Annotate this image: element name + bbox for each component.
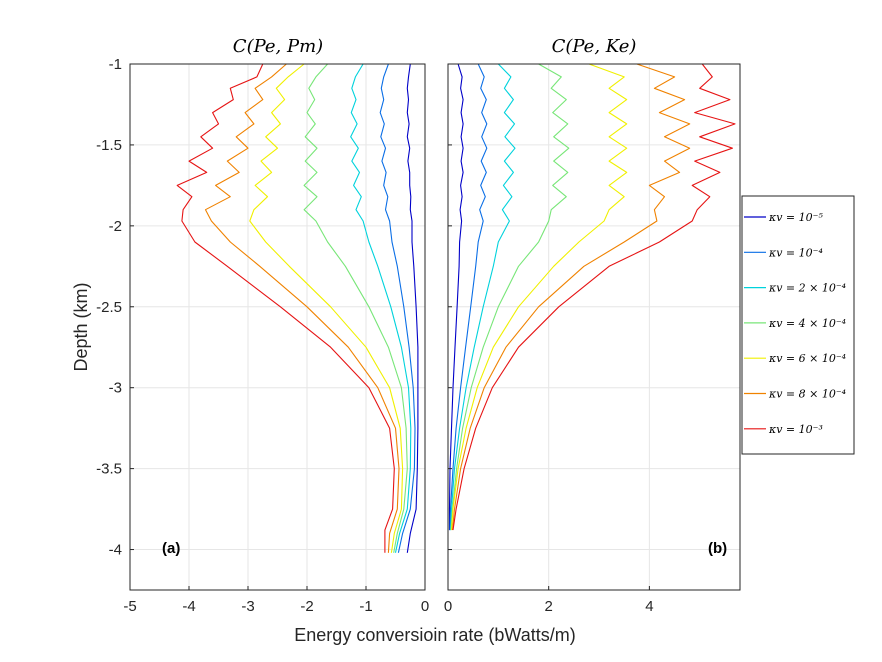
panel-a-ytick-label: -2.5 — [96, 299, 122, 316]
panel-a-series-line — [249, 63, 404, 553]
panel-b-xtick-label: 0 — [444, 598, 452, 615]
panel-a-xtick-label: 0 — [421, 598, 429, 615]
panel-a-xtick-label: -1 — [359, 598, 372, 615]
legend: κv = 10⁻⁵ κv = 10⁻⁴ κv = 2 × 10⁻⁴ κv = 4 × … — [741, 195, 855, 455]
panel-b-series-line — [449, 63, 516, 531]
panel-a-series-line — [350, 63, 412, 553]
panel-a-border — [129, 63, 426, 591]
panel-b-border — [447, 63, 741, 591]
panel-b-label: (b) — [708, 540, 727, 557]
panel-b-series — [448, 63, 736, 531]
panel-b-xtick-label: 2 — [545, 598, 553, 615]
panel-a-title: C(Pe, Pm) — [233, 36, 323, 57]
panel-b: 0 2 4 C(Pe, Ke) (b) — [444, 36, 741, 615]
panel-a-background — [130, 64, 425, 590]
panel-a-series-line — [379, 63, 416, 553]
panel-a-series-line — [303, 63, 408, 553]
panel-a-label: (a) — [162, 540, 180, 557]
panel-a-series-line — [406, 63, 419, 553]
panel-b-series-line — [452, 63, 736, 531]
legend-entry-label: κv = 2 × 10⁻⁴ — [768, 282, 846, 295]
panel-a-xtick-label: -3 — [241, 598, 254, 615]
x-axis-label: Energy conversioin rate (bWatts/m) — [294, 625, 575, 645]
legend-entry-label: κv = 10⁻³ — [768, 423, 823, 436]
panel-a-ytick-label: -2 — [109, 218, 122, 235]
panel-b-series-line — [450, 63, 570, 531]
panel-a-ytick-label: -1 — [109, 56, 122, 73]
legend-entry-label: κv = 4 × 10⁻⁴ — [768, 317, 846, 330]
panel-a-ticks: -5 -4 -3 -2 -1 0 -1 -1.5 -2 -2.5 -3 -3.5 -4 — [96, 56, 429, 615]
legend-entry-label: κv = 10⁻⁴ — [768, 246, 823, 259]
panel-a-ytick-label: -4 — [109, 542, 122, 559]
panel-b-xtick-label: 4 — [645, 598, 653, 615]
panel-b-series-line — [449, 63, 488, 531]
legend-box — [741, 195, 855, 455]
panel-a-ytick-label: -3.5 — [96, 461, 122, 478]
panel-a-series-line — [204, 63, 400, 553]
panel-a-ytick-label: -1.5 — [96, 137, 122, 154]
panel-b-series-line — [450, 63, 628, 531]
panel-a-xtick-label: -2 — [300, 598, 313, 615]
panel-a-grid — [129, 63, 426, 590]
panel-a-xtick-label: -5 — [123, 598, 136, 615]
panel-a-xtick-label: -4 — [182, 598, 195, 615]
panel-b-ticks: 0 2 4 — [444, 63, 654, 615]
panel-a-ytick-label: -3 — [109, 380, 122, 397]
panel-a-series-line — [176, 63, 395, 553]
panel-b-title: C(Pe, Ke) — [552, 36, 637, 57]
legend-entry-label: κv = 6 × 10⁻⁴ — [768, 352, 846, 365]
panel-a-series — [176, 63, 419, 553]
legend-entry-label: κv = 8 × 10⁻⁴ — [768, 388, 846, 401]
panel-b-background — [448, 64, 740, 590]
panel-a: -5 -4 -3 -2 -1 0 -1 -1.5 -2 -2.5 -3 -3.5 -4 C(Pe, Pm… — [96, 36, 429, 615]
panel-b-series-line — [448, 63, 464, 531]
legend-entry-label: κv = 10⁻⁵ — [768, 211, 823, 224]
panel-b-series-line — [451, 63, 691, 531]
y-axis-label: Depth (km) — [71, 282, 91, 371]
